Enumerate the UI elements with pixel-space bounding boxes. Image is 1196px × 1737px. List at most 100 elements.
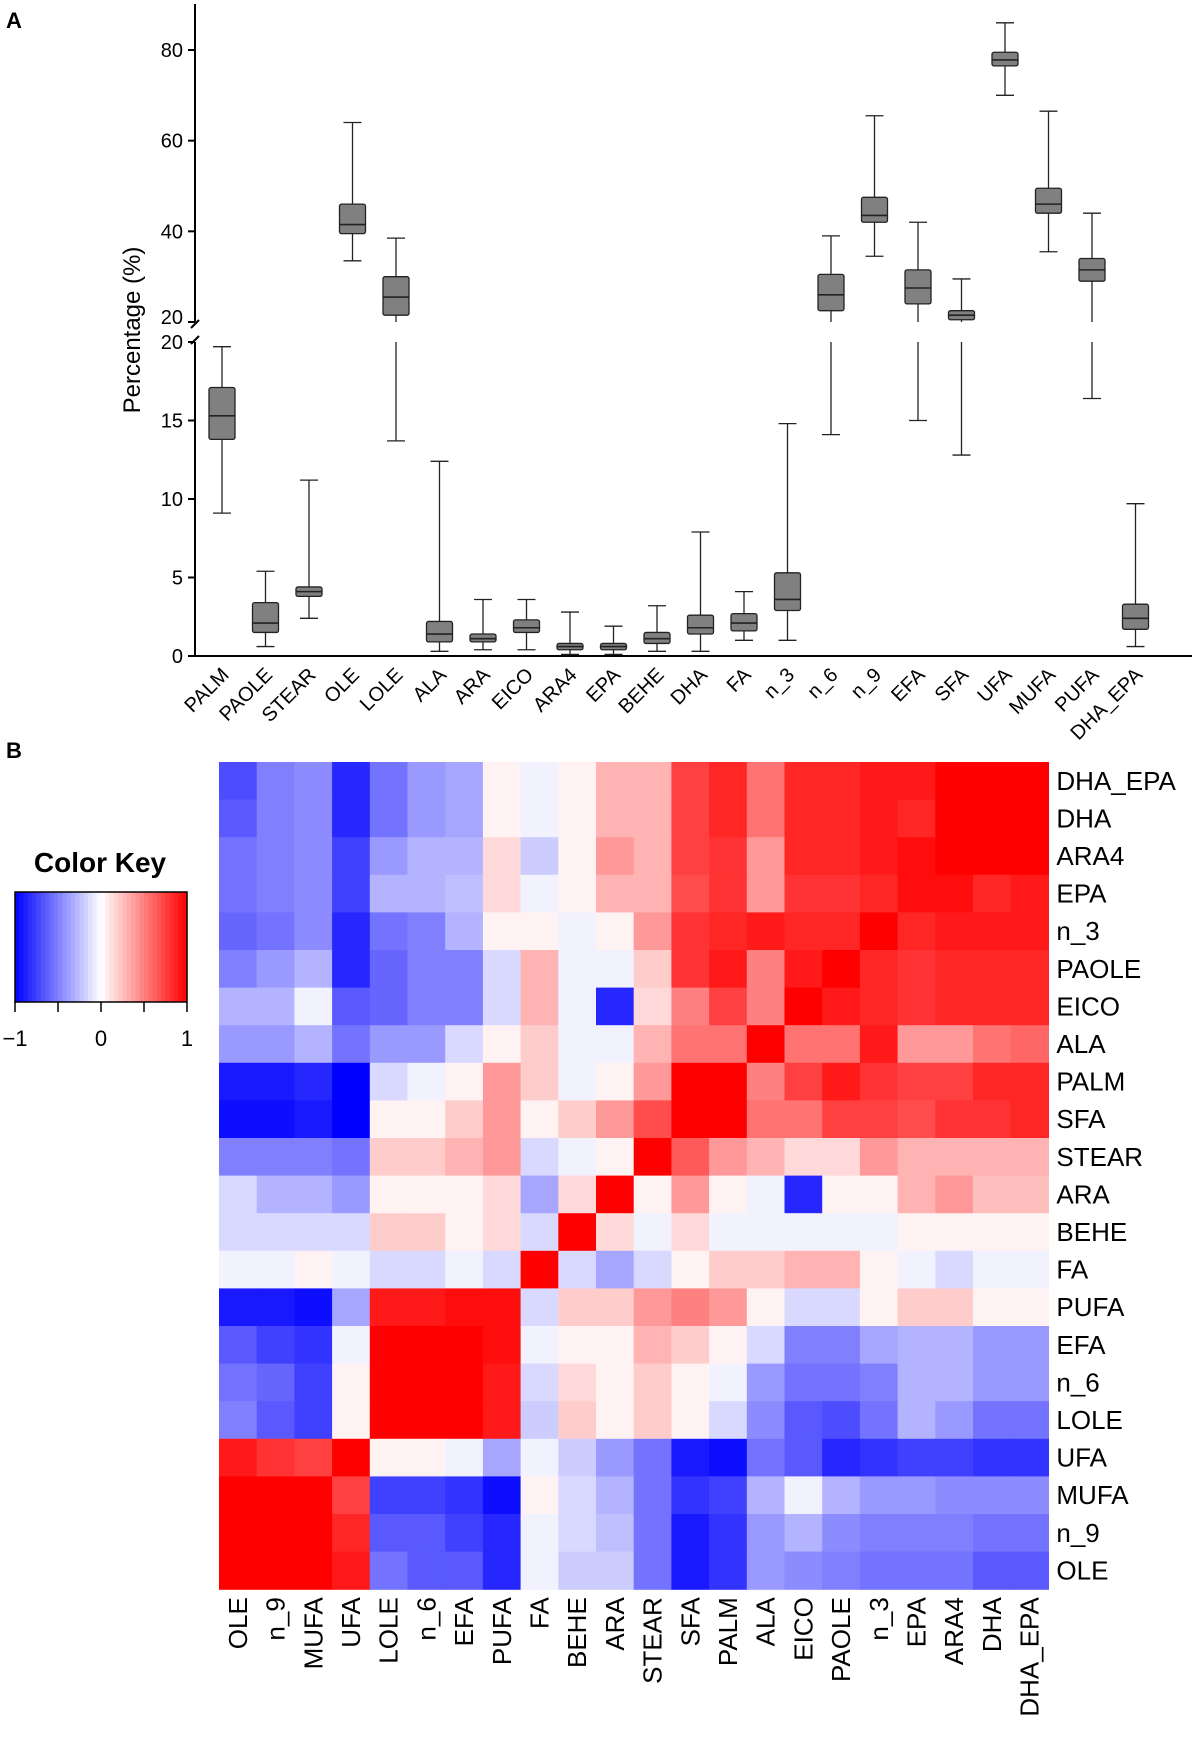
heatmap-cell-DHA_EPA-n_3 [859, 762, 899, 801]
heatmap-cell-n_3-ARA4 [935, 912, 974, 951]
heatmap-cell-MUFA-ARA4 [935, 1476, 974, 1515]
heatmap-cell-BEHE-PAOLE [822, 1213, 861, 1252]
heatmap-cell-ARA4-ALA [746, 837, 786, 876]
heatmap-cell-LOLE-PUFA [482, 1401, 522, 1440]
heatmap-cell-EFA-EPA [897, 1326, 936, 1365]
heatmap-cell-PAOLE-LOLE [369, 950, 409, 989]
heatmap-cell-DHA-DHA_EPA [1010, 799, 1049, 838]
heatmap-cell-EPA-DHA [973, 874, 1012, 913]
heatmap-cell-DHA-n_6 [407, 799, 446, 838]
heatmap-cell-UFA-LOLE [369, 1438, 409, 1477]
x-tick-label: EFA [887, 664, 930, 707]
heatmap-cell-DHA_EPA-PUFA [482, 762, 522, 801]
heatmap-cell-STEAR-EPA [897, 1138, 936, 1177]
heatmap-cell-DHA-MUFA [294, 799, 333, 838]
heatmap-cell-n_6-PAOLE [822, 1363, 861, 1402]
heatmap-cell-LOLE-PAOLE [822, 1401, 861, 1440]
color-key-band [88, 892, 93, 1002]
box-body [512, 619, 541, 634]
heatmap-cell-DHA-ARA4 [935, 799, 974, 838]
heatmap-cell-ALA-FA [520, 1025, 559, 1064]
heatmap-cell-n_3-MUFA [294, 912, 333, 951]
row-label: BEHE [1056, 1217, 1127, 1247]
heatmap-cell-UFA-ALA [746, 1438, 786, 1477]
heatmap-cell-PALM-UFA [332, 1062, 371, 1101]
heatmap-cell-EFA-ARA4 [935, 1326, 974, 1365]
heatmap-cell-OLE-PAOLE [822, 1551, 861, 1590]
heatmap-cell-n_9-PALM [709, 1514, 748, 1553]
color-key-band [75, 892, 80, 1002]
heatmap-cell-n_9-EFA [445, 1514, 484, 1553]
heatmap-cell-PAOLE-DHA [973, 950, 1012, 989]
heatmap-cell-SFA-PAOLE [822, 1100, 861, 1139]
box-n_6 [817, 235, 845, 436]
heatmap-cell-MUFA-LOLE [369, 1476, 409, 1515]
heatmap-cell-ARA4-ARA4 [935, 837, 974, 876]
heatmap-cell-STEAR-n_9 [256, 1138, 295, 1177]
heatmap-cell-STEAR-UFA [332, 1138, 371, 1177]
color-key-band [109, 892, 115, 1002]
x-tick-label: MUFA [1005, 664, 1060, 719]
heatmap-cell-EICO-FA [520, 987, 559, 1026]
heatmap-cell-ALA-DHA [973, 1025, 1012, 1064]
color-key-band [178, 892, 184, 1002]
heatmap-cell-DHA_EPA-EICO [784, 762, 823, 801]
column-label: PAOLE [826, 1597, 856, 1682]
heatmap-cell-DHA-OLE [219, 799, 258, 838]
heatmap-cell-ARA-PALM [709, 1175, 748, 1214]
heatmap-cell-ARA4-OLE [219, 837, 258, 876]
color-key-label: 0 [95, 1026, 107, 1051]
heatmap-cell-ALA-LOLE [369, 1025, 409, 1064]
heatmap-cell-ALA-ARA4 [935, 1025, 974, 1064]
heatmap-cell-n_6-EFA [445, 1363, 484, 1402]
heatmap-cell-DHA-n_9 [256, 799, 295, 838]
heatmap-cell-ARA4-PUFA [482, 837, 522, 876]
heatmap-cell-MUFA-EICO [784, 1476, 823, 1515]
color-key-band [135, 892, 141, 1002]
heatmap-cell-PALM-DHA [973, 1062, 1012, 1101]
heatmap-cell-n_3-UFA [332, 912, 371, 951]
heatmap-cell-PALM-LOLE [369, 1062, 409, 1101]
heatmap-cell-MUFA-EPA [897, 1476, 936, 1515]
heatmap-cell-ARA-FA [520, 1175, 559, 1214]
heatmap-cell-DHA-DHA [973, 799, 1012, 838]
x-tick-label: SFA [931, 664, 974, 707]
heatmap-cell-EFA-UFA [332, 1326, 371, 1365]
heatmap-cell-FA-DHA [973, 1250, 1012, 1289]
heatmap-cell-ARA-ALA [746, 1175, 786, 1214]
heatmap-cell-EICO-DHA [973, 987, 1012, 1026]
heatmap-cell-OLE-PALM [709, 1551, 748, 1590]
heatmap-cell-PALM-PALM [709, 1062, 748, 1101]
column-label: n_6 [411, 1597, 441, 1640]
heatmap-cell-EICO-DHA_EPA [1010, 987, 1049, 1026]
heatmap-cell-ARA-EICO [784, 1175, 823, 1214]
heatmap-cell-PALM-OLE [219, 1062, 258, 1101]
heatmap-cell-ALA-n_3 [859, 1025, 899, 1064]
heatmap-cell-ALA-PALM [709, 1025, 748, 1064]
row-label: n_6 [1056, 1367, 1099, 1397]
heatmap-cell-ARA4-EFA [445, 837, 484, 876]
column-label: OLE [223, 1597, 253, 1649]
color-key-band [131, 892, 136, 1002]
heatmap-cell-SFA-n_9 [256, 1100, 295, 1139]
heatmap-cell-SFA-PUFA [482, 1100, 522, 1139]
heatmap-cell-MUFA-MUFA [294, 1476, 333, 1515]
heatmap-cell-EICO-BEHE [558, 987, 597, 1026]
heatmap-cell-ARA-DHA_EPA [1010, 1175, 1049, 1214]
panel-b-letter: B [6, 738, 22, 763]
heatmap-cell-PAOLE-STEAR [633, 950, 672, 989]
heatmap-cell-PUFA-EPA [897, 1288, 936, 1327]
heatmap-cell-PUFA-BEHE [558, 1288, 597, 1327]
heatmap-cell-UFA-OLE [219, 1438, 258, 1477]
y-tick-label: 20 [161, 307, 183, 329]
heatmap-cell-EICO-PAOLE [822, 987, 861, 1026]
box-body [382, 276, 410, 316]
heatmap-cell-UFA-UFA [332, 1438, 371, 1477]
row-label: ALA [1056, 1029, 1106, 1059]
color-key-band [126, 892, 132, 1002]
heatmap-cell-UFA-ARA4 [935, 1438, 974, 1477]
heatmap-cell-SFA-SFA [671, 1100, 710, 1139]
box-ARA [469, 598, 497, 651]
heatmap-cell-PUFA-STEAR [633, 1288, 672, 1327]
